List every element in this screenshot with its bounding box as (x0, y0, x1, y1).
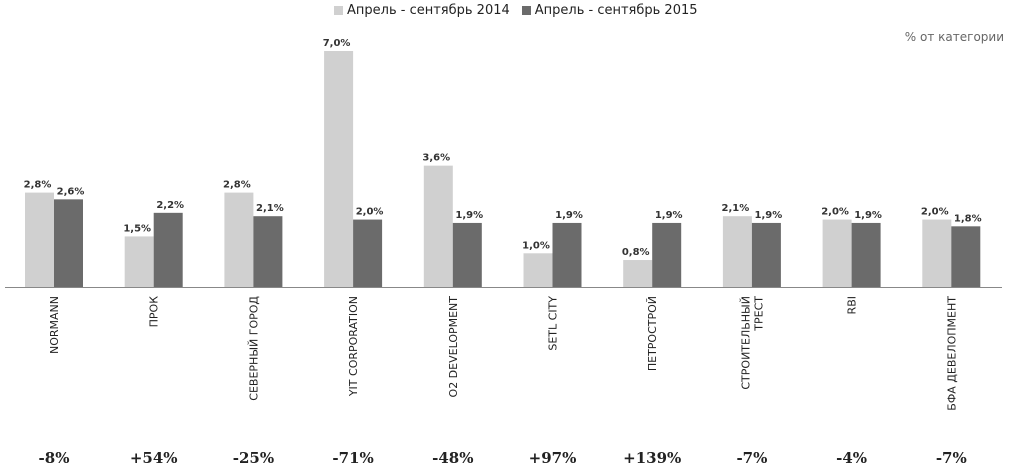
change-value-петрострой: +139% (623, 449, 681, 467)
data-label-2014-петрострой: 0,8% (622, 247, 650, 258)
data-label-2014-normann: 2,8% (24, 180, 52, 191)
bar-2014-строительный-трест (722, 216, 752, 287)
data-label-2015-setl-city: 1,9% (555, 210, 583, 221)
legend-item-2015: Апрель - сентябрь 2015 (521, 3, 698, 18)
change-value-o2-development: -48% (432, 449, 473, 467)
category-label-line: RBI (846, 296, 859, 314)
change-value-rbi: -4% (836, 449, 867, 467)
bar-2014-setl-city (523, 253, 553, 287)
category-label-line: БФА ДЕВЕЛОПМЕНТ (945, 296, 958, 411)
change-value-normann: -8% (39, 449, 70, 467)
bar-2014-бфа-девелопмент (922, 219, 952, 287)
legend-swatch-2015 (521, 6, 531, 15)
bar-2015-строительный-трест (751, 222, 781, 287)
bar-2015-северный-город (253, 216, 283, 287)
category-label-прок: ПРОК (148, 296, 161, 328)
data-label-2015-yit-corporation: 2,0% (356, 207, 384, 218)
bar-2015-normann (54, 199, 83, 287)
change-value-северный-город: -25% (233, 449, 274, 467)
category-label-yit-corporation: YIT CORPORATION (347, 296, 360, 397)
category-label-line: СЕВЕРНЫЙ ГОРОД (247, 296, 260, 401)
data-label-2014-setl-city: 1,0% (522, 240, 550, 251)
data-label-2015-o2-development: 1,9% (455, 210, 483, 221)
bar-2014-normann (25, 192, 54, 287)
category-label-петрострой: ПЕТРОСТРОЙ (646, 296, 659, 371)
category-label-o2-development: O2 DEVELOPMENT (447, 296, 460, 398)
category-label-line: ПРОК (148, 296, 161, 328)
bar-2014-rbi (822, 219, 852, 287)
category-label-normann: NORMANN (48, 296, 61, 354)
data-label-2015-петрострой: 1,9% (655, 210, 683, 221)
category-label-setl-city: SETL CITY (547, 296, 560, 351)
data-label-2014-бфа-девелопмент: 2,0% (921, 207, 949, 218)
data-label-2015-прок: 2,2% (156, 200, 184, 211)
data-label-2015-rbi: 1,9% (854, 210, 882, 221)
category-label-line: СТРОИТЕЛЬНЫЙ (739, 296, 752, 390)
bar-2015-прок (153, 212, 183, 287)
category-label-северный-город: СЕВЕРНЫЙ ГОРОД (247, 296, 260, 401)
legend-swatch-2014 (334, 6, 343, 15)
data-label-2014-северный-город: 2,8% (223, 180, 251, 191)
category-label-line: ПЕТРОСТРОЙ (646, 296, 659, 371)
change-value-setl-city: +97% (529, 449, 577, 467)
bar-2014-прок (124, 236, 154, 287)
data-label-2015-normann: 2,6% (57, 186, 85, 197)
bar-2014-петрострой (623, 260, 653, 287)
bar-2015-бфа-девелопмент (951, 226, 981, 287)
category-label-строительный-трест: СТРОИТЕЛЬНЫЙ ТРЕСТ (739, 296, 765, 390)
category-label-line: ТРЕСТ (752, 296, 765, 332)
change-value-бфа-девелопмент: -7% (936, 449, 967, 467)
bar-2015-rbi (851, 222, 881, 287)
unit-label: % от категории (904, 30, 1004, 44)
data-label-2014-rbi: 2,0% (821, 207, 849, 218)
bar-2015-o2-development (452, 222, 482, 287)
data-label-2014-yit-corporation: 7,0% (323, 38, 351, 49)
data-label-2015-строительный-трест: 1,9% (755, 210, 783, 221)
change-value-прок: +54% (130, 449, 178, 467)
change-value-строительный-трест: -7% (736, 449, 767, 467)
category-label-line: YIT CORPORATION (347, 296, 360, 397)
legend: Апрель - сентябрь 2014 Апрель - сентябрь… (334, 3, 698, 18)
category-label-line: SETL CITY (547, 296, 560, 351)
change-value-yit-corporation: -71% (332, 449, 373, 467)
legend-label-2014: Апрель - сентябрь 2014 (347, 3, 510, 18)
bar-2014-o2-development (423, 165, 453, 287)
data-label-2014-o2-development: 3,6% (422, 153, 450, 164)
data-label-2014-строительный-трест: 2,1% (722, 203, 750, 214)
category-label-бфа-девелопмент: БФА ДЕВЕЛОПМЕНТ (945, 296, 958, 411)
category-label-line: O2 DEVELOPMENT (447, 296, 460, 398)
bar-2015-yit-corporation (353, 219, 383, 287)
legend-label-2015: Апрель - сентябрь 2015 (534, 3, 698, 18)
legend-item-2014: Апрель - сентябрь 2014 (334, 3, 510, 18)
bar-2014-yit-corporation (324, 51, 354, 287)
category-label-rbi: RBI (846, 296, 859, 314)
data-label-2014-прок: 1,5% (123, 223, 151, 234)
bar-2014-северный-город (224, 192, 254, 287)
category-label-line: NORMANN (48, 296, 61, 354)
bar-2015-setl-city (552, 222, 582, 287)
bar-2015-петрострой (652, 222, 682, 287)
data-label-2015-бфа-девелопмент: 1,8% (954, 213, 982, 224)
data-label-2015-северный-город: 2,1% (256, 203, 284, 214)
